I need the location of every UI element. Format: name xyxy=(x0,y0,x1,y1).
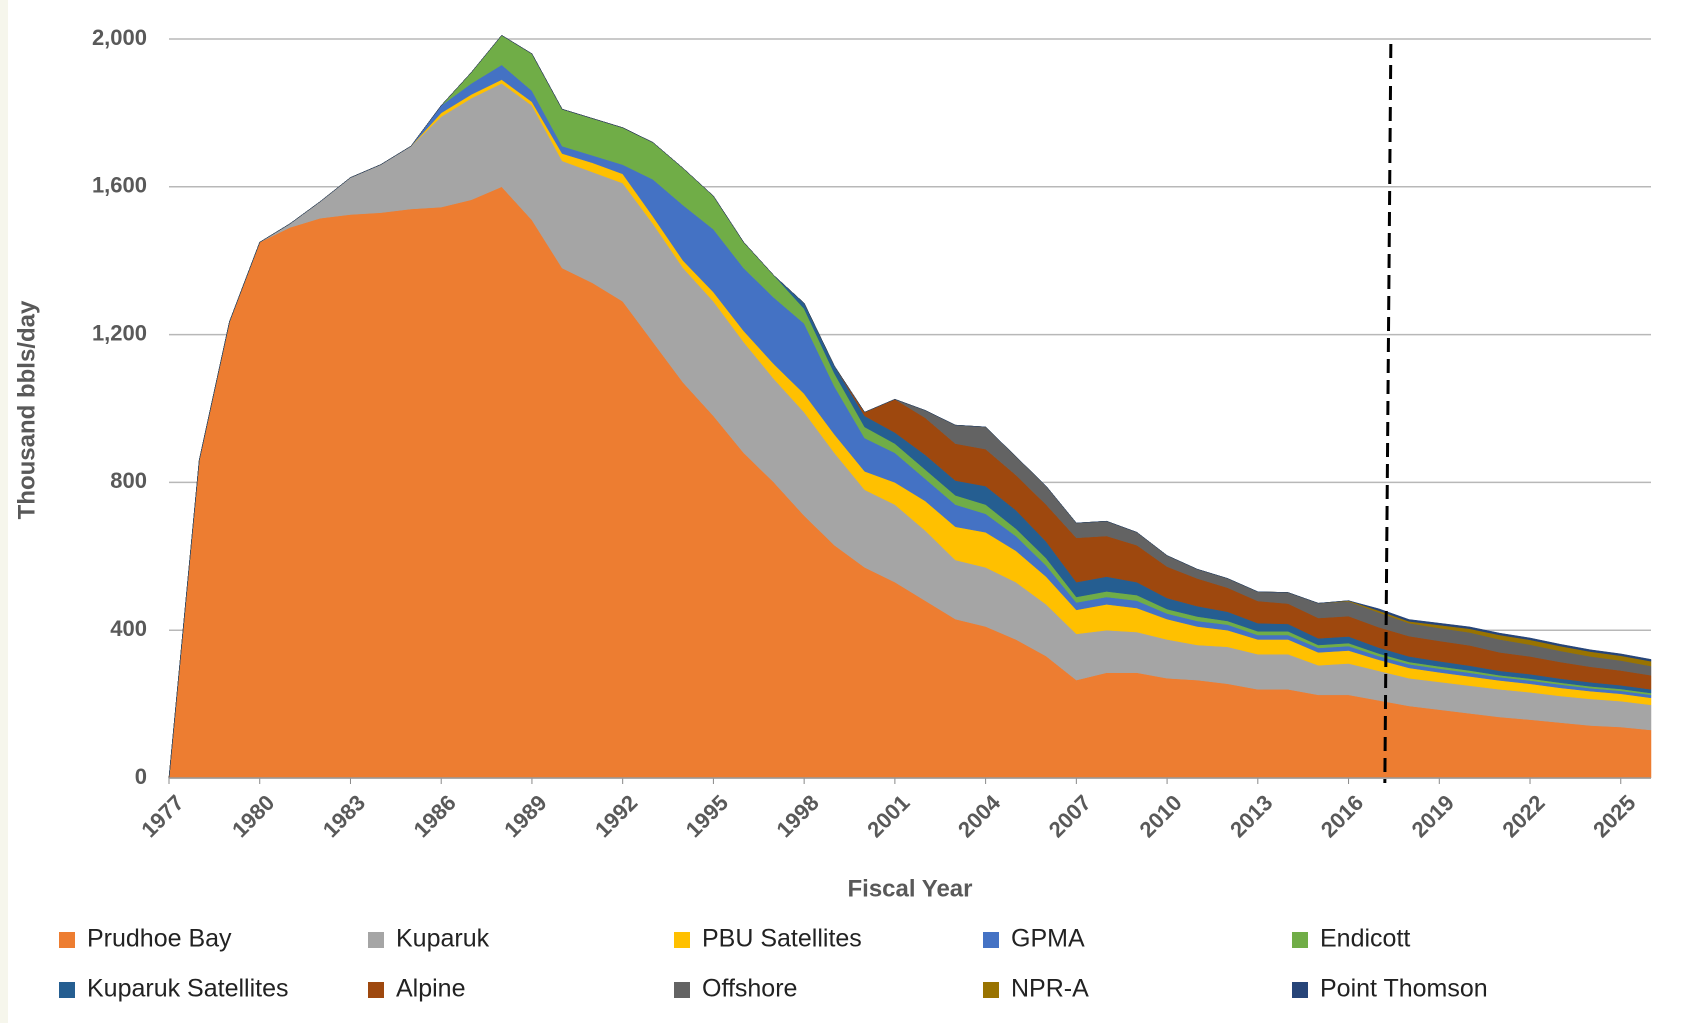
legend-swatch xyxy=(674,982,690,998)
legend-label: NPR-A xyxy=(1011,975,1089,1003)
legend-label: Prudhoe Bay xyxy=(87,925,232,953)
legend-swatch xyxy=(1292,932,1308,948)
legend-label: Kuparuk Satellites xyxy=(87,975,289,1003)
legend-label: GPMA xyxy=(1011,925,1085,953)
legend-swatch xyxy=(59,932,75,948)
legend-swatch xyxy=(983,932,999,948)
legend-swatch xyxy=(1292,982,1308,998)
legend-label: PBU Satellites xyxy=(702,925,862,953)
legend-swatch xyxy=(368,982,384,998)
legend-label: Point Thomson xyxy=(1320,975,1488,1003)
forecast-line xyxy=(1383,43,1393,784)
legend-label: Endicott xyxy=(1320,925,1410,953)
legend-label: Kuparuk xyxy=(396,925,490,953)
y-tick-label: 2,000 xyxy=(92,25,147,50)
y-tick-label: 1,200 xyxy=(92,320,147,345)
legend-swatch xyxy=(983,982,999,998)
legend-swatch xyxy=(674,932,690,948)
y-tick-label: 800 xyxy=(110,468,147,493)
x-axis-title: Fiscal Year xyxy=(848,875,973,902)
y-tick-label: 1,600 xyxy=(92,173,147,198)
legend-label: Alpine xyxy=(396,975,466,1003)
y-axis-title: Thousand bbls/day xyxy=(13,300,40,519)
y-tick-label: 0 xyxy=(135,764,147,789)
area xyxy=(168,34,1652,779)
legend-label: Offshore xyxy=(702,975,797,1003)
legend-swatch xyxy=(368,932,384,948)
legend-swatch xyxy=(59,982,75,998)
y-tick-label: 400 xyxy=(110,616,147,641)
